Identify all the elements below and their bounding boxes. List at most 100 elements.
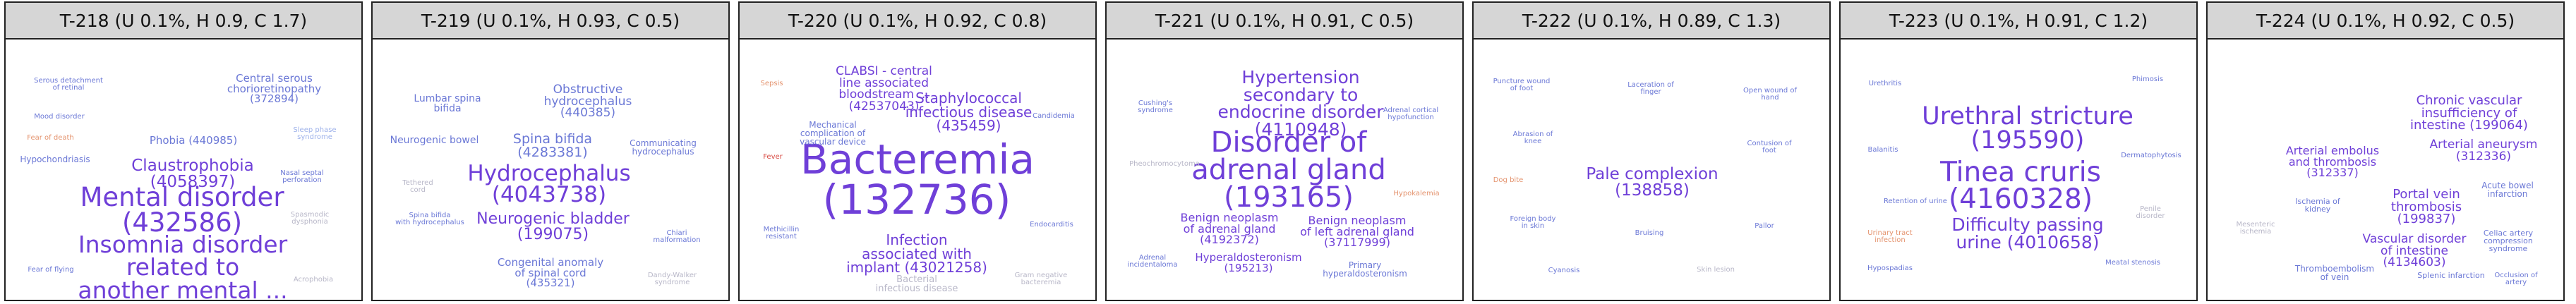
cloud-term: Neurogenic bowel [390, 135, 479, 146]
cloud-term: Penile disorder [2136, 205, 2165, 220]
cloud-term: Nasal septal perforation [280, 169, 324, 184]
cloud-term: Claustrophobia (4058397) [131, 157, 254, 191]
cloud-term: Sleep phase syndrome [293, 126, 337, 141]
cloud-term: Cushing's syndrome [1138, 99, 1173, 114]
panel-title: T-218 (U 0.1%, H 0.9, C 1.7) [6, 3, 361, 39]
panel-title: T-224 (U 0.1%, H 0.92, C 0.5) [2208, 3, 2563, 39]
topic-panel-t224: T-224 (U 0.1%, H 0.92, C 0.5) Chronic va… [2206, 1, 2565, 301]
cloud-term: Lumbar spina bifida [414, 93, 481, 114]
panel-title: T-221 (U 0.1%, H 0.91, C 0.5) [1107, 3, 1462, 39]
cloud-term: Mood disorder [34, 113, 85, 121]
cloud-term: Phobia (440985) [149, 134, 238, 147]
cloud-term: Spina bifida with hydrocephalus [395, 212, 464, 226]
cloud-term: Bruising [1635, 229, 1664, 237]
cloud-term: Ischemia of kidney [2295, 197, 2340, 214]
cloud-term: Pallor [1755, 222, 1774, 230]
cloud-term: Urinary tract infection [1867, 229, 1913, 244]
cloud-term: Bacterial infectious disease [875, 274, 958, 294]
cloud-term: Meatal stenosis [2105, 259, 2160, 267]
cloud-term: Primary hyperaldosteronism [1323, 260, 1407, 279]
cloud-term: Mechanical complication of vascular devi… [800, 120, 866, 147]
panel-title: T-219 (U 0.1%, H 0.93, C 0.5) [373, 3, 728, 39]
cloud-term: Balanitis [1867, 146, 1898, 154]
cloud-term: Cyanosis [1548, 267, 1580, 274]
cloud-term: Central serous chorioretinopathy (372894… [227, 72, 322, 106]
cloud-term: Serous detachment of retinal [34, 77, 103, 92]
cloud-term: Methicillin resistant [763, 226, 800, 241]
cloud-term: Contusion of foot [1747, 140, 1792, 154]
cloud-term: CLABSI - central line associated bloodst… [836, 64, 932, 114]
cloud-term: Disorder of adrenal gland (193165) [1191, 126, 1386, 214]
cloud-term: Spasmodic dysphonia [290, 211, 330, 226]
topic-panel-t223: T-223 (U 0.1%, H 0.91, C 1.2) Urethral s… [1839, 1, 2198, 301]
panel-title: T-222 (U 0.1%, H 0.89, C 1.3) [1474, 3, 1829, 39]
cloud-term: Arterial embolus and thrombosis (312337) [2285, 144, 2380, 180]
cloud-term: Arterial aneurysm (312336) [2429, 138, 2538, 164]
cloud-term: Mesenteric ischemia [2236, 221, 2275, 236]
cloud-term: Hypospadias [1867, 265, 1913, 272]
word-cloud: Bacteremia (132736) Staphylococcal infec… [740, 39, 1095, 300]
cloud-term: Celiac artery compression syndrome [2483, 229, 2534, 253]
word-cloud: Urethral stricture (195590) Tinea cruris… [1841, 39, 2196, 300]
cloud-term: Bacteremia (132736) [800, 135, 1035, 224]
cloud-term: Skin lesion [1697, 266, 1735, 274]
cloud-term: Hyperaldosteronism (195213) [1195, 251, 1302, 274]
cloud-term: Vascular disorder of intestine (4134603) [2362, 232, 2467, 270]
cloud-term: Congenital anomaly of spinal cord (43532… [497, 256, 604, 290]
cloud-term: Communicating hydrocephalus [630, 138, 697, 157]
cloud-term: Puncture wound of foot [1493, 78, 1551, 92]
cloud-term: Infection associated with implant (43021… [846, 231, 987, 276]
word-cloud: Hydrocephalus (4043738) Neurogenic bladd… [373, 39, 728, 300]
cloud-term: Benign neoplasm of adrenal gland (419237… [1180, 211, 1279, 247]
cloud-term: Hypokalemia [1393, 190, 1440, 197]
cloud-term: Fear of death [27, 134, 74, 142]
cloud-term: Hypertension secondary to endocrine diso… [1217, 67, 1384, 140]
cloud-term: Occlusion of artery [2494, 272, 2538, 286]
cloud-term: Hypochondriasis [20, 154, 90, 164]
topic-panel-t219: T-219 (U 0.1%, H 0.93, C 0.5) Hydrocepha… [371, 1, 730, 301]
cloud-term: Retention of urine [1884, 197, 1947, 205]
cloud-term: Dog bite [1493, 176, 1524, 184]
panel-title: T-223 (U 0.1%, H 0.91, C 1.2) [1841, 3, 2196, 39]
topic-panel-t220: T-220 (U 0.1%, H 0.92, C 0.8) Bacteremia… [738, 1, 1097, 301]
cloud-term: Portal vein thrombosis (199837) [2390, 187, 2462, 227]
cloud-term: Chiari malformation [653, 229, 701, 244]
cloud-term: Acrophobia [293, 276, 334, 284]
cloud-term: Foreign body in skin [1510, 215, 1556, 230]
cloud-term: Spina bifida (4283381) [512, 131, 593, 160]
cloud-term: Fever [763, 153, 783, 161]
cloud-term: Gram negative bacteremia [1014, 272, 1068, 286]
cloud-term: Candidemia [1033, 112, 1075, 120]
topic-panel-t222: T-222 (U 0.1%, H 0.89, C 1.3) Pale compl… [1472, 1, 1831, 301]
cloud-term: Abrasion of knee [1512, 130, 1553, 145]
cloud-term: Chronic vascular insufficiency of intest… [2410, 93, 2528, 133]
cloud-term: Dandy-Walker syndrome [647, 272, 697, 286]
cloud-term: Open wound of hand [1743, 87, 1798, 102]
cloud-term: Phimosis [2131, 75, 2164, 83]
cloud-term: Difficulty passing urine (4010658) [1951, 214, 2104, 253]
cloud-term: Tinea cruris (4160328) [1940, 157, 2101, 216]
cloud-term: Urethral stricture (195590) [1922, 102, 2133, 155]
word-cloud: Mental disorder (432586) Insomnia disord… [6, 39, 361, 300]
cloud-term: Pheochromocytoma [1129, 160, 1200, 168]
cloud-term: Mental disorder (432586) [80, 182, 284, 238]
cloud-term: Obstructive hydrocephalus (440385) [543, 83, 632, 121]
cloud-term: Dermatophytosis [2121, 152, 2181, 159]
cloud-term: Adrenal cortical hypofunction [1383, 107, 1439, 121]
cloud-term: Tethered cord [402, 179, 433, 194]
word-cloud: Disorder of adrenal gland (193165) Hyper… [1107, 39, 1462, 300]
cloud-term: Staphylococcal infectious disease (43545… [905, 90, 1033, 135]
cloud-term: Urethritis [1868, 80, 1902, 87]
cloud-term: Endocarditis [1030, 221, 1073, 229]
topic-panel-t221: T-221 (U 0.1%, H 0.91, C 0.5) Disorder o… [1105, 1, 1464, 301]
cloud-term: Splenic infarction [2417, 271, 2485, 280]
topic-panel-t218: T-218 (U 0.1%, H 0.9, C 1.7) Mental diso… [4, 1, 363, 301]
cloud-term: Neurogenic bladder (199075) [476, 210, 630, 243]
cloud-term: Sepsis [760, 80, 783, 87]
word-cloud: Pale complexion (138858) Puncture wound … [1474, 39, 1829, 300]
panel-title: T-220 (U 0.1%, H 0.92, C 0.8) [740, 3, 1095, 39]
cloud-term: Benign neoplasm of left adrenal gland (3… [1300, 214, 1414, 250]
cloud-term: Thromboembolism of vein [2294, 264, 2375, 282]
cloud-term: Fear of flying [28, 266, 74, 274]
